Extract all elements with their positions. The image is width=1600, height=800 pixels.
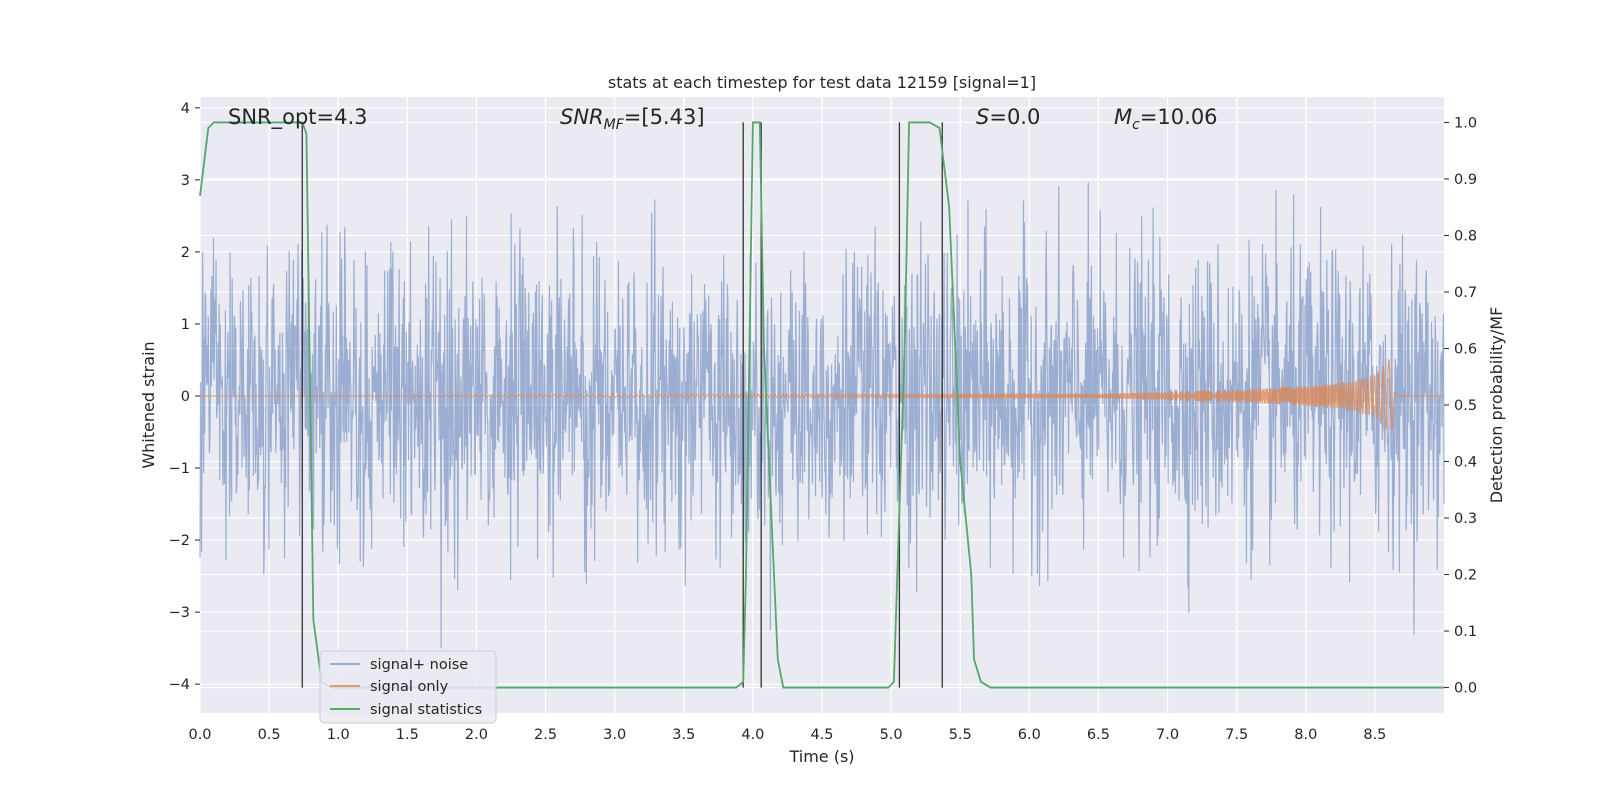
x-tick-4: 2.0 [465,727,488,743]
y-left-tick-7: −3 [169,605,190,621]
noise-line [199,182,1445,649]
y-left-tick-5: −1 [169,461,190,477]
annotation-s-main: S [976,105,989,129]
series-signal-plus-noise [199,182,1445,649]
x-tick-10: 5.0 [880,727,903,743]
signal-statistics-line [199,121,1444,689]
y-left-tick-8: −4 [169,677,190,693]
y-left-tick-2: 2 [181,245,190,261]
y-right-tick-labels: 1.0 0.9 0.8 0.7 0.6 0.5 0.4 0.3 0.2 0.1 0.0 [1444,115,1477,697]
x-tick-14: 7.0 [1156,727,1179,743]
y-left-tick-1: 3 [181,173,190,189]
annotation-mc-value: =10.06 [1140,105,1218,129]
x-tick-3: 1.5 [396,727,419,743]
x-tick-16: 8.0 [1294,727,1317,743]
y-right-tick-7: 0.3 [1454,511,1477,527]
legend-box [319,650,497,724]
x-tick-11: 5.5 [949,727,972,743]
annotation-mc-main: M [1114,105,1132,129]
y-left-tick-labels: 4 3 2 1 0 −1 −2 −3 −4 [169,101,200,693]
x-tick-1: 0.5 [258,727,281,743]
chart-title: stats at each timestep for test data 121… [608,73,1036,92]
x-tick-17: 8.5 [1363,727,1386,743]
annotation-mc-sub: c [1132,117,1140,133]
y-right-tick-9: 0.1 [1454,624,1477,640]
annotation-s: S=0.0 [976,105,1040,129]
x-tick-labels: 0.0 0.5 1.0 1.5 2.0 2.5 3.0 3.5 4.0 4.5 5.0 5.5 6.0 6… [188,727,1386,743]
y-right-tick-8: 0.2 [1454,568,1477,584]
signal-only-line [200,359,1444,431]
y-right-tick-1: 0.9 [1454,172,1477,188]
y-right-tick-4: 0.6 [1454,341,1477,357]
x-axis-label: Time (s) [788,747,854,766]
y-left-tick-4: 0 [181,389,190,405]
legend-label-signal-plus-noise: signal+ noise [370,657,468,673]
y-right-tick-3: 0.7 [1454,285,1477,301]
y-left-tick-0: 4 [181,101,190,117]
y-left-tick-6: −2 [169,533,190,549]
x-tick-13: 6.5 [1087,727,1110,743]
x-tick-5: 2.5 [534,727,557,743]
annotation-s-value: =0.0 [989,105,1040,129]
series-signal-only [200,359,1444,431]
annotation-snr-mf: SNRMF=[5.43] [560,105,705,133]
y-right-tick-10: 0.0 [1454,681,1477,697]
annotation-mc: Mc=10.06 [1114,105,1218,133]
annotation-snr-mf-sub: MF [604,117,625,133]
x-tick-7: 3.5 [672,727,695,743]
annotation-snr-mf-main: SNR [560,105,604,129]
y-left-axis-label: Whitened strain [139,341,158,468]
x-tick-6: 3.0 [603,727,626,743]
y-right-axis-label: Detection probability/MF [1487,307,1506,504]
y-left-tick-3: 1 [181,317,190,333]
x-tick-8: 4.0 [741,727,764,743]
x-tick-2: 1.0 [327,727,350,743]
x-tick-0: 0.0 [188,727,211,743]
annotation-snr-opt: SNR_opt=4.3 [228,105,368,130]
x-tick-12: 6.0 [1018,727,1041,743]
y-right-tick-2: 0.8 [1454,228,1477,244]
legend-label-signal-statistics: signal statistics [370,702,482,718]
x-tick-15: 7.5 [1225,727,1248,743]
legend: signal+ noise signal only signal statist… [319,650,497,724]
x-tick-9: 4.5 [810,727,833,743]
legend-label-signal-only: signal only [370,679,449,695]
y-right-tick-6: 0.4 [1454,455,1477,471]
annotation-snr-mf-value: =[5.43] [624,105,705,129]
series-signal-statistics [199,121,1444,689]
y-right-tick-0: 1.0 [1454,115,1477,131]
y-right-tick-5: 0.5 [1454,398,1477,414]
